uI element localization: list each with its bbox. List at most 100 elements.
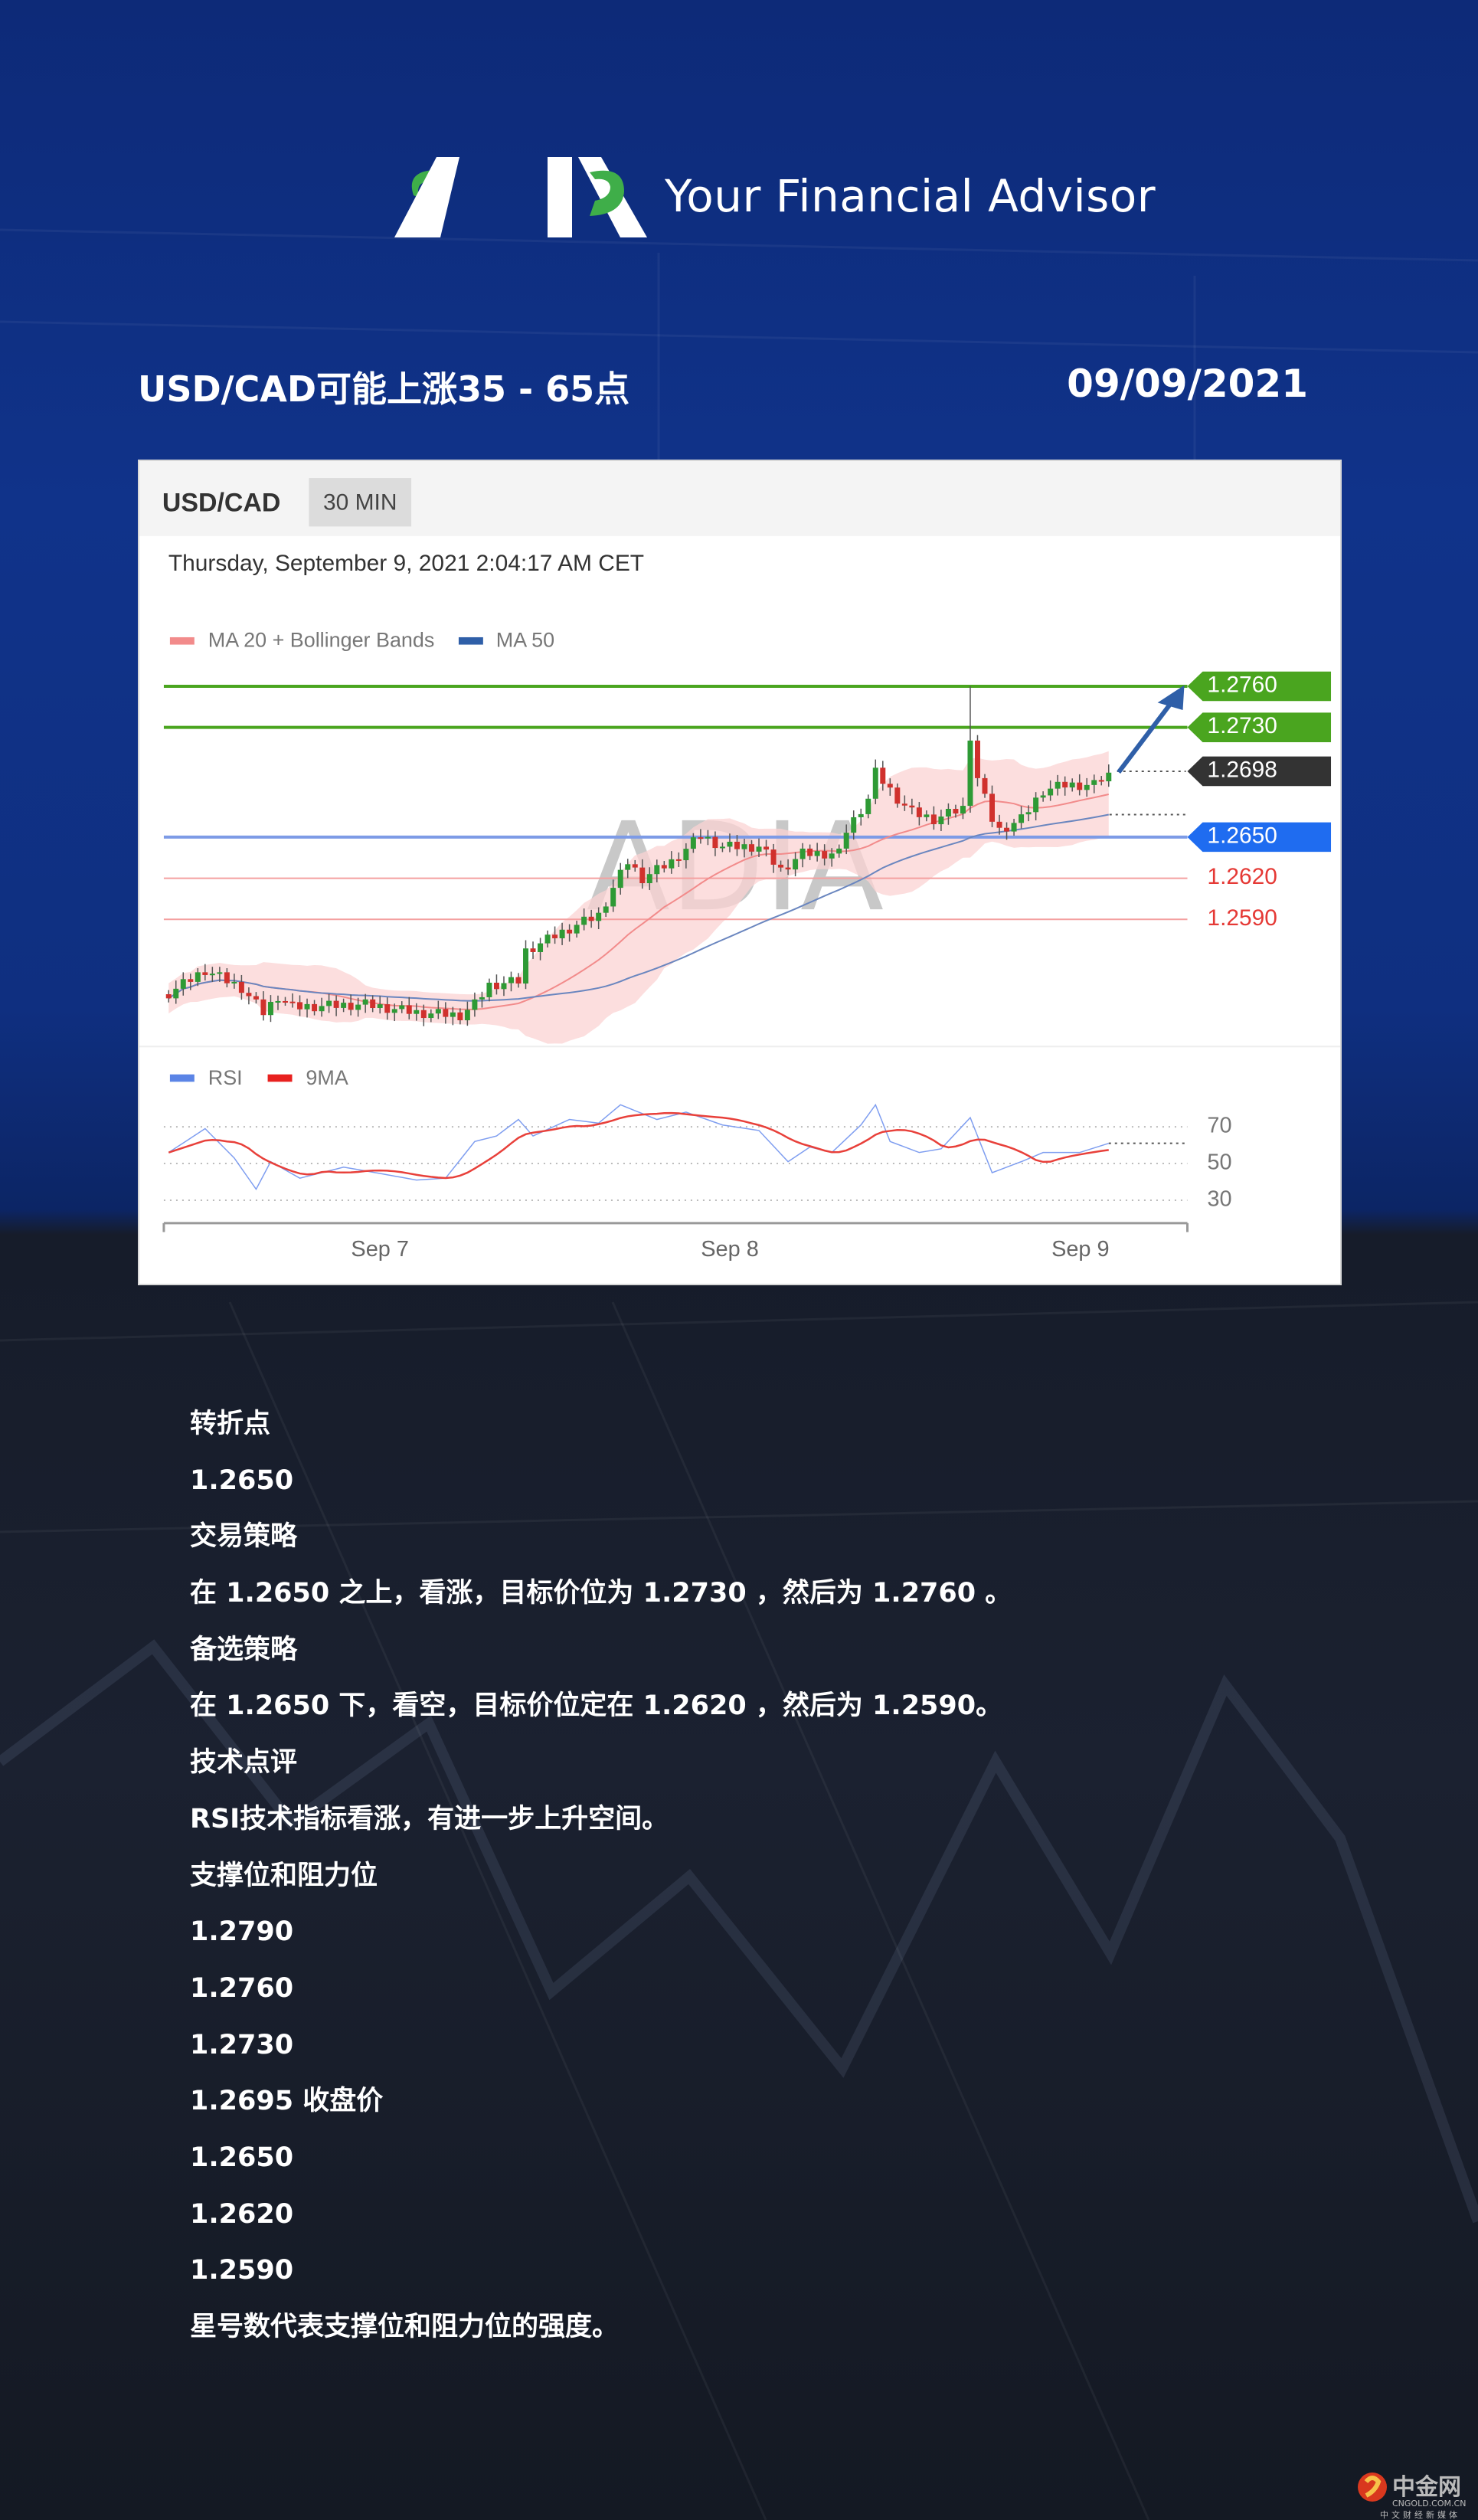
candle-body [428, 1013, 434, 1019]
page-title: USD/CAD可能上涨35 - 65点 [138, 368, 630, 410]
candle [326, 994, 332, 1013]
candle [938, 810, 944, 831]
candle-body [960, 806, 966, 814]
price-tag-1.2698 [1187, 756, 1332, 787]
candle-body [953, 808, 959, 814]
candle [610, 879, 616, 911]
candle [734, 835, 740, 856]
candle [253, 992, 259, 1003]
candle-body [238, 981, 244, 993]
candle [319, 998, 325, 1017]
cngold-watermark: 中金网 CNGOLD.COM.CN 中文财经新媒体 [1358, 2473, 1466, 2520]
legend-label-ma20: MA 20 + Bollinger Bands [208, 628, 435, 651]
candle-body [1069, 782, 1075, 788]
price-tag-label-1.2730: 1.2730 [1207, 713, 1277, 738]
candle [501, 977, 507, 997]
candle-body [851, 817, 857, 833]
candle [515, 973, 522, 987]
level-item: 1.2590 [190, 2255, 294, 2286]
candle [428, 1010, 434, 1023]
candle-body [209, 974, 215, 976]
candle [989, 786, 996, 827]
candle-body [698, 837, 704, 839]
candle-body [260, 999, 266, 1016]
candle-body [399, 1005, 405, 1010]
candle-body [312, 1003, 318, 1012]
rsi-tick-label: 70 [1207, 1114, 1231, 1138]
rsi-9ma-line [168, 1113, 1109, 1178]
candle-body [938, 817, 944, 825]
legend-swatch-rsi [169, 1074, 195, 1082]
rsi-line [168, 1105, 1109, 1189]
candle-body [661, 865, 667, 869]
candle-body [283, 1000, 288, 1003]
candle [217, 967, 223, 982]
candle [1048, 781, 1054, 801]
timeframe-label: 30 MIN [323, 489, 397, 515]
candle [661, 861, 667, 872]
candle [472, 993, 478, 1017]
candle-body [588, 916, 594, 921]
candle-body [719, 846, 725, 849]
candle [420, 1005, 427, 1026]
candle [552, 926, 558, 944]
level-label-1.2590: 1.2590 [1207, 905, 1277, 931]
candle [173, 980, 179, 1003]
candle-body [1062, 781, 1068, 788]
candle-body [807, 848, 813, 856]
cngold-slogan: 中文财经新媒体 [1380, 2509, 1460, 2520]
legend-label-rsi: RSI [208, 1066, 243, 1089]
candle-body [552, 934, 558, 938]
candle-body [669, 859, 675, 869]
level-item-close: 1.2695 收盘价 [190, 2086, 384, 2117]
candle-body [683, 849, 689, 861]
candle [880, 761, 886, 790]
cngold-domain: CNGOLD.COM.CN [1392, 2499, 1466, 2509]
candle-body [538, 943, 544, 952]
candle [165, 990, 172, 1003]
timeframe-badge[interactable] [309, 478, 412, 527]
candle-body [202, 972, 208, 975]
candle-body [894, 787, 901, 804]
candle-body [348, 1003, 354, 1010]
candle [523, 940, 529, 989]
candle-body [1019, 814, 1025, 823]
candle-body [165, 994, 172, 999]
candle [362, 994, 368, 1013]
candle [632, 860, 638, 872]
candle-body [610, 888, 616, 907]
candle [399, 1001, 405, 1013]
candle [639, 859, 646, 889]
candle [836, 845, 842, 858]
candle-body [793, 859, 799, 870]
candle [1033, 792, 1039, 820]
candle [770, 844, 777, 873]
candle-body [1004, 827, 1010, 832]
candle [355, 998, 361, 1017]
candle [741, 839, 747, 857]
candle-body [581, 916, 587, 925]
candle-body [989, 794, 996, 822]
candle [464, 1002, 470, 1026]
chart-timestamp: Thursday, September 9, 2021 2:04:17 AM C… [168, 551, 644, 576]
heading-alternative: 备选策略 [190, 1634, 298, 1665]
candle [683, 843, 689, 869]
candle [530, 941, 536, 959]
candle [406, 997, 412, 1019]
candle [267, 995, 273, 1022]
heading-strategy: 交易策略 [190, 1521, 298, 1553]
candle [443, 1002, 449, 1023]
candle [690, 833, 696, 853]
candle [479, 992, 485, 1008]
heading-pivot: 转折点 [190, 1409, 271, 1439]
candle-body [370, 999, 376, 1009]
candle-body [472, 999, 478, 1010]
candle [719, 843, 725, 852]
candle [793, 853, 799, 877]
candle [909, 799, 915, 814]
report-date: 09/09/2021 [1067, 362, 1308, 406]
candle [238, 975, 244, 1000]
candle-body [1091, 780, 1097, 785]
candle-body [493, 982, 499, 990]
level-item: 1.2760 [190, 1972, 294, 2004]
